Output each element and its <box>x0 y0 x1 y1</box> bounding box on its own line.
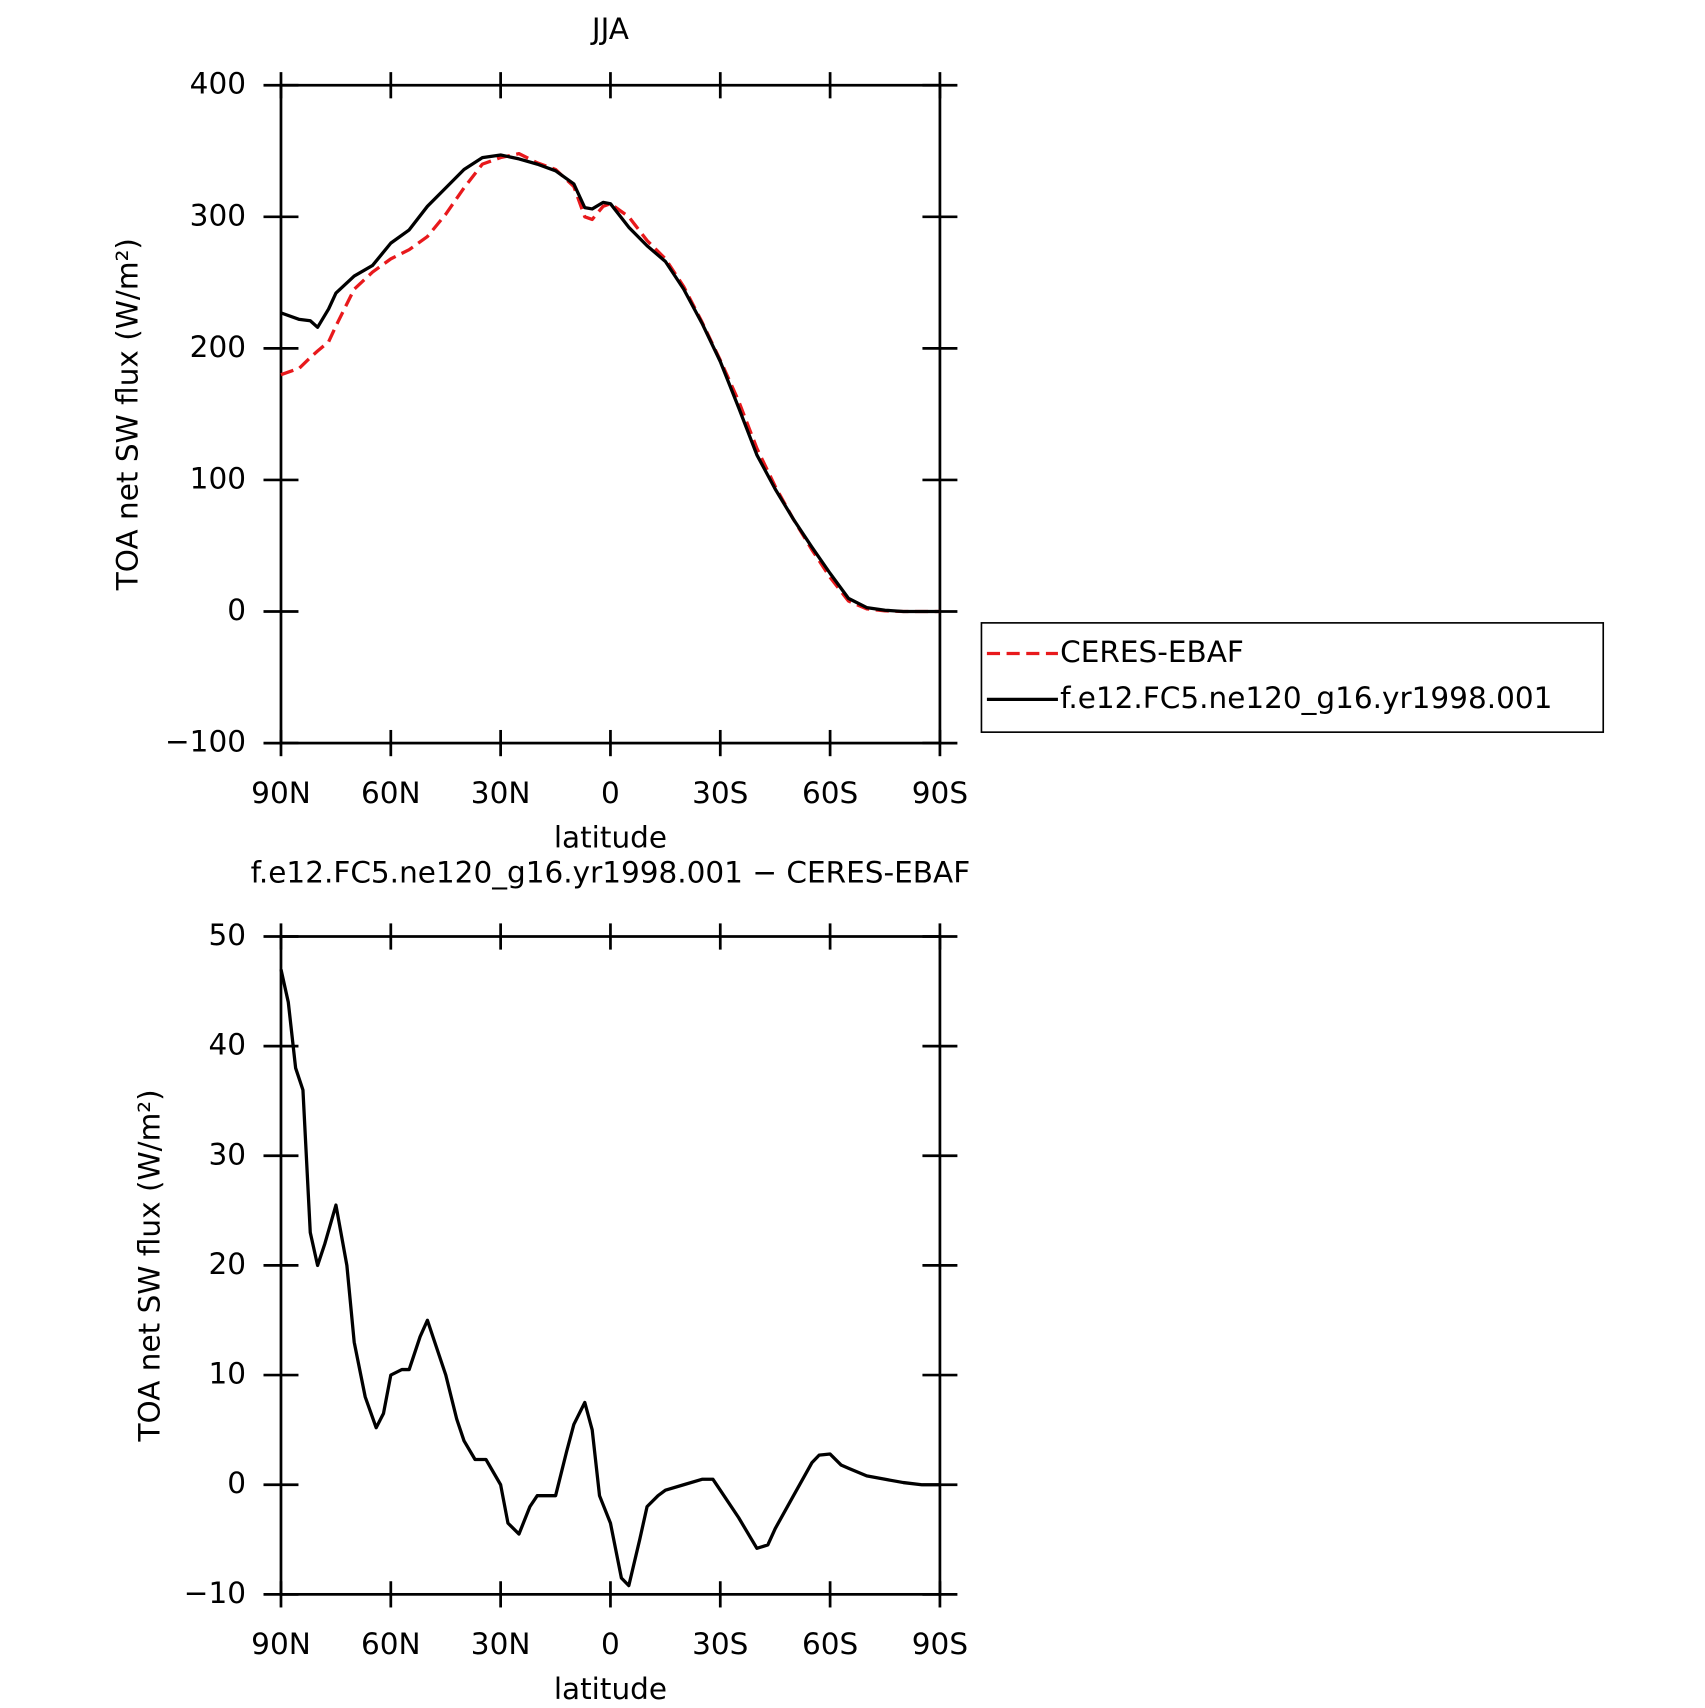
y-tick-label: 50 <box>208 918 246 952</box>
chart-title: f.e12.FC5.ne120_g16.yr1998.001 − CERES-E… <box>251 856 971 890</box>
y-tick-label: 200 <box>190 330 246 364</box>
legend-label: CERES-EBAF <box>1060 635 1244 669</box>
y-tick-label: −10 <box>184 1576 246 1610</box>
x-tick-label: 90S <box>912 776 968 810</box>
x-tick-label: 60N <box>361 1627 421 1661</box>
x-tick-label: 30S <box>692 776 748 810</box>
x-tick-label: 0 <box>601 776 620 810</box>
y-axis-label: TOA net SW flux (W/m²) <box>132 1089 166 1442</box>
y-tick-label: 300 <box>190 198 246 232</box>
plot-frame <box>279 83 942 745</box>
x-tick-label: 90N <box>251 776 311 810</box>
y-tick-label: 30 <box>208 1137 246 1171</box>
chart-title: JJA <box>590 12 629 46</box>
y-tick-label: 100 <box>190 461 246 495</box>
y-tick-label: 0 <box>227 593 246 627</box>
x-axis-label: latitude <box>554 821 667 855</box>
x-tick-label: 90N <box>251 1627 311 1661</box>
x-tick-label: 30N <box>471 1627 531 1661</box>
y-tick-label: −100 <box>165 725 246 759</box>
x-tick-label: 60N <box>361 776 421 810</box>
x-axis-label: latitude <box>554 1672 667 1706</box>
data-line <box>279 969 940 1588</box>
y-tick-label: 0 <box>227 1466 246 1500</box>
x-tick-label: 30N <box>471 776 531 810</box>
plot-frame <box>279 935 942 1596</box>
legend-box <box>980 622 1605 733</box>
data-line <box>280 153 940 614</box>
data-line <box>280 152 940 614</box>
x-tick-label: 30S <box>692 1627 748 1661</box>
legend-label: f.e12.FC5.ne120_g16.yr1998.001 <box>1060 681 1552 715</box>
x-tick-label: 60S <box>802 776 858 810</box>
y-axis-label: TOA net SW flux (W/m²) <box>111 238 145 591</box>
y-tick-label: 40 <box>208 1028 246 1062</box>
y-tick-label: 10 <box>208 1357 246 1391</box>
x-tick-label: 60S <box>802 1627 858 1661</box>
x-tick-label: 0 <box>601 1627 620 1661</box>
y-tick-label: 400 <box>190 67 246 101</box>
x-tick-label: 90S <box>912 1627 968 1661</box>
y-tick-label: 20 <box>208 1247 246 1281</box>
